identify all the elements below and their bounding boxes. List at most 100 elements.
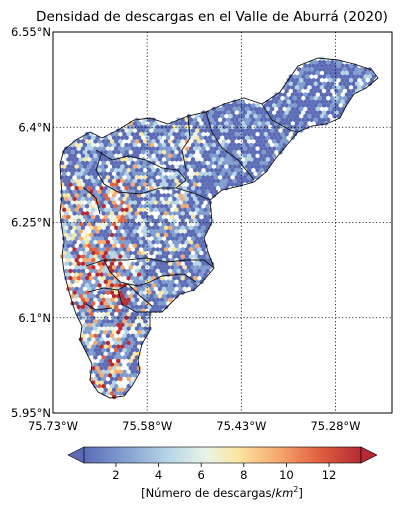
hex-cell (132, 214, 137, 220)
hex-cell (205, 254, 210, 259)
hex-cell (78, 149, 83, 155)
hex-cell (151, 290, 156, 295)
hex-cell (64, 175, 69, 180)
hex-cell (245, 149, 250, 155)
hex-cell (72, 167, 77, 173)
hex-cell (126, 218, 131, 223)
hex-cell (243, 103, 248, 108)
hex-cell (224, 157, 229, 162)
hex-cell (118, 268, 123, 274)
hex-cell (274, 128, 279, 133)
hex-cell (68, 254, 73, 259)
hex-cell (213, 182, 218, 187)
hex-cell (226, 182, 231, 187)
hex-cell (188, 153, 194, 159)
hex-cell (211, 128, 216, 133)
hex-cell (317, 103, 322, 108)
hex-cell (249, 157, 254, 162)
hex-cell (199, 200, 204, 205)
hex-cell (147, 124, 152, 130)
hex-cell (282, 92, 287, 97)
hex-cell (87, 214, 92, 220)
hex-cell (97, 383, 102, 389)
hex-cell (288, 124, 293, 130)
hex-cell (336, 63, 341, 69)
hex-cell (205, 124, 210, 130)
hex-cell (199, 236, 204, 241)
hex-cell (93, 247, 98, 252)
hex-cell (355, 81, 360, 87)
hex-cell (101, 261, 106, 267)
hex-cell (114, 376, 119, 382)
hex-cell (87, 221, 92, 227)
hex-cell (153, 229, 158, 234)
hex-cell (203, 265, 208, 270)
hex-cell (87, 329, 92, 335)
hex-cell (103, 157, 108, 162)
hex-cell (80, 203, 85, 209)
hex-cell (126, 146, 131, 151)
hex-cell (201, 117, 206, 123)
hex-cell (78, 178, 83, 184)
hex-cell (342, 95, 347, 101)
hex-cell (186, 185, 191, 191)
hex-cell (70, 279, 75, 285)
hex-cell (97, 268, 102, 274)
hex-cell (232, 106, 237, 112)
hex-cell (76, 232, 81, 238)
hex-cell (78, 293, 83, 299)
hex-cell (99, 200, 104, 205)
hex-cell (191, 200, 196, 205)
hex-cell (74, 265, 79, 270)
hex-cell (259, 139, 264, 144)
hex-cell (126, 319, 131, 324)
hex-cell (301, 124, 306, 130)
hex-cell (116, 322, 121, 328)
hex-cell (62, 207, 67, 213)
hex-cell (91, 185, 96, 191)
hex-cell (95, 322, 100, 328)
hex-cell (176, 175, 181, 180)
hex-cell (85, 189, 90, 195)
hex-cell (288, 110, 293, 115)
hex-cell (91, 157, 96, 162)
hex-cell (118, 139, 123, 144)
hex-cell (134, 239, 140, 245)
hex-cell (172, 232, 177, 238)
hex-cell (195, 207, 200, 213)
hex-cell (174, 236, 179, 241)
hex-cell (199, 135, 204, 141)
hex-cell (101, 239, 106, 245)
hex-cell (134, 139, 140, 144)
hex-cell (103, 272, 108, 277)
hex-cell (257, 171, 262, 177)
hex-cell (66, 236, 71, 241)
hex-cell (147, 297, 152, 303)
hex-cell (178, 157, 183, 162)
hex-cell (64, 239, 69, 245)
hex-cell (134, 203, 140, 209)
hex-cell (161, 279, 167, 285)
hex-cell (151, 218, 156, 223)
hex-cell (72, 182, 77, 187)
hex-cell (141, 315, 146, 321)
hex-cell (103, 344, 108, 349)
lon-tick-label: 75.28°W (310, 419, 360, 433)
hex-cell (116, 142, 121, 148)
hex-cell (130, 160, 135, 166)
hex-cell (74, 185, 79, 191)
hex-cell (118, 283, 123, 288)
hex-cell (137, 286, 142, 292)
hex-cell (205, 175, 210, 180)
hex-cell (124, 164, 129, 169)
hex-cell (367, 81, 372, 87)
hex-cell (282, 135, 287, 141)
lat-tick-labels: 6.55°N6.4°N6.25°N6.1°N5.95°N (11, 25, 51, 420)
hex-cell (105, 211, 110, 216)
hex-cell (168, 283, 173, 288)
hex-cell (95, 157, 100, 162)
hex-cell (118, 319, 123, 324)
hex-cell (249, 142, 254, 148)
hex-cell (93, 340, 98, 346)
hex-cell (168, 268, 173, 274)
